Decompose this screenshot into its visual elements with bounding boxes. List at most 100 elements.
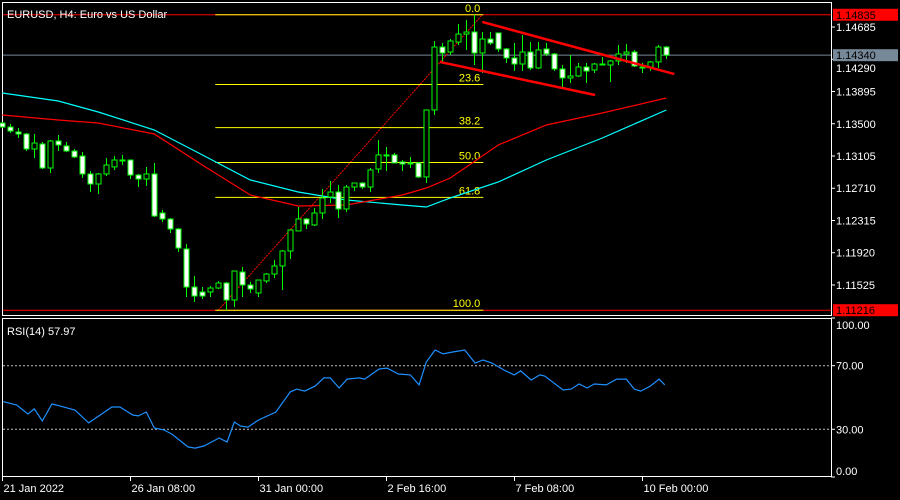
- bullish-candle: [463, 31, 470, 35]
- bearish-candle: [167, 218, 174, 230]
- bullish-candle: [455, 33, 462, 43]
- bid-price-label-box: [833, 49, 898, 62]
- bullish-candle: [319, 197, 326, 214]
- price-tick-label: 1.13500: [836, 119, 876, 131]
- low-price-label: 1.11216: [836, 305, 875, 317]
- bullish-candle: [447, 40, 454, 53]
- bearish-candle: [359, 182, 366, 188]
- bullish-candle: [519, 51, 526, 65]
- chart-title: EURUSD, H4: Euro vs US Dollar: [7, 9, 167, 21]
- bullish-candle: [575, 66, 582, 77]
- rsi-tick-label: 100.00: [836, 320, 870, 332]
- bullish-candle: [599, 63, 606, 66]
- bearish-candle: [135, 174, 142, 180]
- time-tick-label: 2 Feb 16:00: [388, 483, 447, 495]
- bullish-candle: [367, 169, 374, 188]
- bearish-candle: [631, 51, 638, 67]
- bullish-candle: [343, 186, 350, 210]
- fib-level-label: 0.0: [465, 3, 480, 15]
- bearish-candle: [127, 159, 134, 176]
- bullish-candle: [423, 109, 430, 178]
- bullish-candle: [271, 265, 278, 275]
- bullish-candle: [535, 49, 542, 69]
- bullish-candle: [255, 279, 262, 294]
- bullish-candle: [287, 229, 294, 252]
- bearish-candle: [503, 48, 510, 59]
- bullish-candle: [47, 140, 54, 169]
- bearish-candle: [663, 46, 670, 56]
- bullish-candle: [351, 182, 358, 188]
- bearish-candle: [39, 143, 46, 169]
- bearish-candle: [159, 212, 166, 220]
- slow-moving-average: [2, 92, 667, 208]
- price-tick-label: 1.12710: [836, 183, 876, 195]
- bearish-candle: [0, 122, 6, 128]
- bearish-candle: [23, 133, 30, 150]
- bearish-candle: [63, 145, 70, 152]
- bullish-candle: [607, 60, 614, 66]
- rsi-line: [2, 349, 666, 449]
- rsi-tick-label: 30.00: [836, 424, 864, 436]
- bid-price-label: 1.14340: [836, 50, 876, 62]
- bearish-candle: [303, 218, 310, 225]
- bearish-candle: [415, 162, 422, 178]
- fib-level-label: 100.0: [453, 298, 481, 310]
- bearish-candle: [191, 286, 198, 297]
- bearish-candle: [151, 173, 158, 217]
- bullish-candle: [111, 159, 118, 168]
- bearish-candle: [239, 271, 246, 286]
- bearish-candle: [199, 291, 206, 297]
- channel-trend-line: [481, 20, 675, 76]
- bearish-candle: [471, 31, 478, 54]
- price-tick-label: 1.14290: [836, 63, 876, 75]
- bullish-candle: [295, 218, 302, 232]
- rsi-tick-label: 70.00: [836, 361, 864, 373]
- bearish-candle: [639, 66, 646, 69]
- bearish-candle: [55, 140, 62, 146]
- price-tick-label: 1.11920: [836, 248, 875, 260]
- bearish-candle: [439, 46, 446, 54]
- bullish-candle: [407, 162, 414, 165]
- bullish-candle: [383, 154, 390, 157]
- time-tick-label: 10 Feb 00:00: [644, 483, 709, 495]
- time-tick-label: 21 Jan 2022: [4, 483, 65, 495]
- bearish-candle: [511, 57, 518, 65]
- bearish-candle: [487, 38, 494, 44]
- bullish-candle: [143, 173, 150, 180]
- bearish-candle: [87, 173, 94, 185]
- bearish-candle: [15, 131, 22, 135]
- rsi-tick-label: 0.00: [836, 466, 857, 478]
- bullish-candle: [327, 191, 334, 198]
- bullish-candle: [479, 38, 486, 54]
- bearish-candle: [551, 53, 558, 70]
- bullish-candle: [655, 46, 662, 63]
- bullish-candle: [215, 282, 222, 289]
- bullish-candle: [623, 51, 630, 55]
- bullish-candle: [119, 159, 126, 162]
- bearish-candle: [183, 248, 190, 288]
- bullish-candle: [375, 154, 382, 170]
- bearish-candle: [247, 284, 254, 290]
- fib-level-label: 23.6: [459, 72, 480, 84]
- time-tick-label: 26 Jan 08:00: [132, 483, 196, 495]
- bearish-candle: [223, 282, 230, 301]
- fib-level-label: 50.0: [459, 150, 480, 162]
- bullish-candle: [311, 212, 318, 226]
- fib-level-label: 38.2: [459, 116, 480, 128]
- bullish-candle: [263, 273, 270, 282]
- high-price-label-box: [833, 8, 898, 21]
- bearish-candle: [543, 48, 550, 55]
- bullish-candle: [567, 75, 574, 79]
- rsi-label: RSI(14) 57.97: [7, 326, 75, 338]
- price-tick-label: 1.13105: [836, 151, 876, 163]
- bearish-candle: [175, 228, 182, 249]
- price-tick-label: 1.11525: [836, 280, 875, 292]
- rsi-pane-frame: [2, 318, 832, 477]
- bearish-candle: [391, 154, 398, 164]
- high-price-label: 1.14835: [836, 10, 876, 22]
- bearish-candle: [527, 51, 534, 69]
- bearish-candle: [7, 126, 14, 132]
- channel-trend-line: [439, 60, 596, 97]
